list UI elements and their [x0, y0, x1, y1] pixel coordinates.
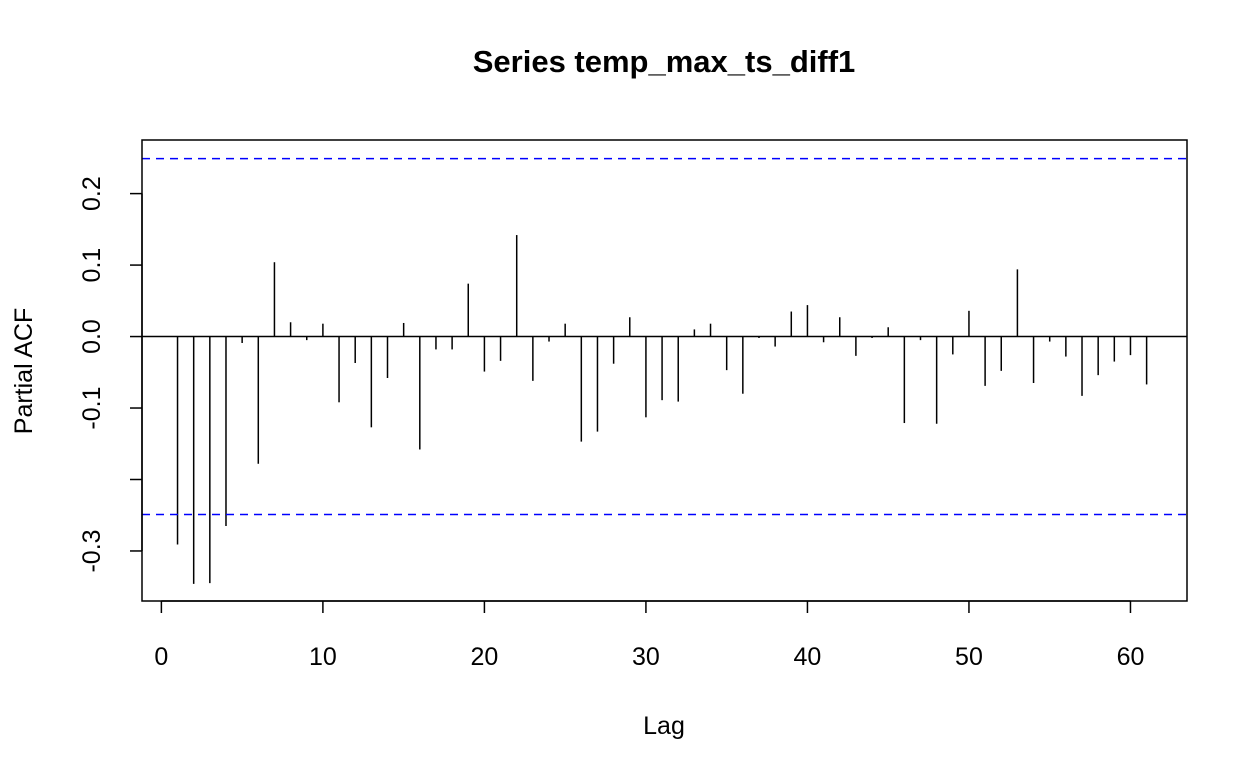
y-tick-label: 0.0	[78, 319, 106, 354]
y-tick-label: 0.2	[78, 176, 106, 211]
x-tick-label: 20	[471, 643, 499, 671]
bars-layer	[176, 235, 1148, 584]
x-tick-label: 50	[955, 643, 983, 671]
y-axis: -0.3 -0.1 0.0 0.1 0.2	[78, 176, 143, 573]
y-axis-label: Partial ACF	[10, 308, 38, 434]
x-tick-label: 30	[632, 643, 660, 671]
x-tick-label: 40	[794, 643, 822, 671]
x-tick-label: 0	[154, 643, 168, 671]
x-tick-label: 10	[309, 643, 337, 671]
y-tick-label: 0.1	[78, 248, 106, 283]
y-tick-label: -0.1	[78, 386, 106, 429]
x-axis: 0 10 20 30 40 50 60	[154, 600, 1145, 671]
confidence-bounds	[142, 157, 1187, 516]
plot-frame	[141, 139, 1188, 602]
x-tick-label: 60	[1117, 643, 1145, 671]
chart-title: Series temp_max_ts_diff1	[473, 44, 856, 79]
x-axis-label: Lag	[643, 712, 685, 740]
y-tick-label: -0.3	[78, 529, 106, 572]
